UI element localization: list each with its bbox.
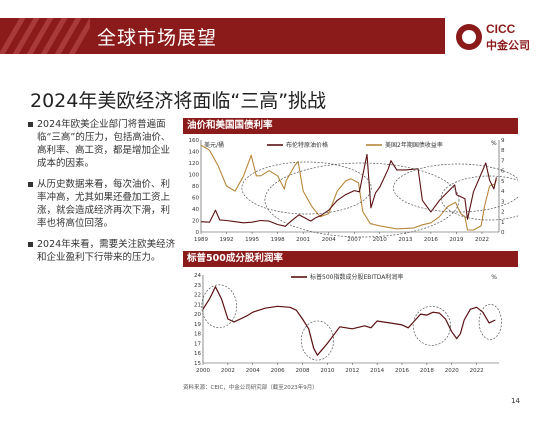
logo-text-cn: 中金公司 [486,39,530,52]
y-tick-label-left: 120 [189,161,200,167]
x-tick-label: 2016 [424,237,438,243]
legend-label-yield: 美国2年期国债收益率 [385,141,443,149]
legend-label-margin: 标普500指数成分股EBITDA利润率 [310,273,403,281]
margin-chart: 15 16 17 18 19 20 21 22 23 24 2000 2002 2004 2006 2008… [194,273,502,374]
x-tick-label: 2018 [420,368,434,374]
x-tick-label: 1998 [271,237,285,243]
y-tick-label-right: 9 [501,138,505,144]
y-axis-label-right: % [491,140,497,147]
highlight-ellipse [440,175,518,221]
y-axis-label-right: % [491,274,497,281]
y-tick-label-right: 8 [501,148,505,154]
y-tick-label-right: 3 [501,199,505,205]
highlight-ellipse [264,162,460,238]
source-note: 资料来源：CEIC，中金公司研究部（截至2023年9月） [183,385,318,391]
company-logo: CICC 中金公司 [456,20,546,56]
oil-yield-chart: 0 20 40 60 80 100 120 140 160 0 1 2 3 4 5 6 7 8 9 1989 1992 1… [189,138,518,243]
y-tick-label: 17 [194,341,201,347]
x-tick-label: 2013 [398,237,412,243]
page-number: 14 [511,397,520,405]
y-tick-label-left: 60 [192,196,199,202]
logo-mark-icon [456,24,482,50]
x-tick-label: 2004 [246,368,260,374]
bullet-list: 2024年欧美企业部门将普遍面临“三高”的压力，包括高油价、高利率、高工资，都是… [28,118,178,272]
series-line-oil [200,153,497,227]
bullet-item: 2024年欧美企业部门将普遍面临“三高”的压力，包括高油价、高利率、高工资，都是… [28,118,178,170]
x-tick-label: 2001 [296,237,310,243]
y-tick-label-left: 20 [192,219,199,225]
legend-label-oil: 布伦特原油价格 [286,141,328,149]
x-tick-label: 2016 [395,368,409,374]
x-tick-label: 2014 [370,368,384,374]
y-tick-label: 16 [194,351,201,357]
y-tick-label-left: 140 [189,150,200,156]
y-tick-label-right: 7 [501,158,505,164]
x-tick-label: 2019 [449,237,463,243]
y-axis-label-left: 美元/桶 [204,141,224,149]
x-tick-label: 2022 [475,237,489,243]
y-tick-label-left: 0 [196,230,200,236]
header-bar: 全球市场展望 CICC 中金公司 [0,0,550,60]
x-tick-label: 2010 [373,237,387,243]
x-tick-label: 2008 [295,368,309,374]
chart1-title: 油价和美国国债利率 [183,118,518,134]
x-tick-label: 2020 [445,368,459,374]
y-tick-label-left: 160 [189,138,200,144]
x-tick-label: 1989 [194,237,208,243]
y-tick-label-right: 6 [501,169,505,175]
page-subtitle: 2024年美欧经济将面临“三高”挑战 [30,90,327,112]
y-tick-label: 19 [194,322,201,328]
series-line-margin [202,286,496,356]
header-title: 全球市场展望 [97,27,218,49]
y-tick-label: 24 [194,273,201,279]
y-tick-label-right: 1 [501,220,505,226]
y-tick-label: 20 [194,312,201,318]
bullet-item: 2024年来看，需要关注欧美经济和企业盈利下行带来的压力。 [28,238,178,264]
x-tick-label: 2007 [347,237,361,243]
x-tick-label: 2012 [345,368,359,374]
y-tick-label: 22 [194,293,201,299]
highlight-ellipse [412,305,451,346]
header-stripes [0,18,90,54]
x-tick-label: 2022 [470,368,484,374]
bullet-item: 从历史数据来看，每次油价、利率冲高，尤其如果还叠加工资上涨，就会造成经济再次下滑… [28,178,178,230]
y-tick-label-left: 40 [192,207,199,213]
y-tick-label: 15 [194,361,201,367]
x-tick-label: 2006 [271,368,285,374]
x-tick-label: 2000 [196,368,210,374]
highlight-ellipse [241,161,372,215]
x-tick-label: 2002 [221,368,235,374]
y-tick-label-left: 100 [189,173,200,179]
y-tick-label: 18 [194,332,201,338]
x-tick-label: 2004 [322,237,336,243]
x-tick-label: 1995 [245,237,259,243]
y-tick-label-right: 2 [501,210,505,216]
y-tick-label: 21 [194,302,201,308]
y-tick-label-right: 0 [501,230,505,236]
highlight-ellipse [478,303,502,340]
y-tick-label-right: 5 [501,179,505,185]
x-tick-label: 1992 [220,237,234,243]
logo-text-en: CICC [486,22,516,36]
y-tick-label-left: 80 [192,184,199,190]
y-tick-label: 23 [194,283,201,289]
highlight-ellipse [300,320,334,361]
highlight-ellipse [201,284,237,329]
y-tick-label-right: 4 [501,189,505,195]
chart2-title: 标普500成分股利润率 [183,251,518,267]
x-tick-label: 2010 [320,368,334,374]
